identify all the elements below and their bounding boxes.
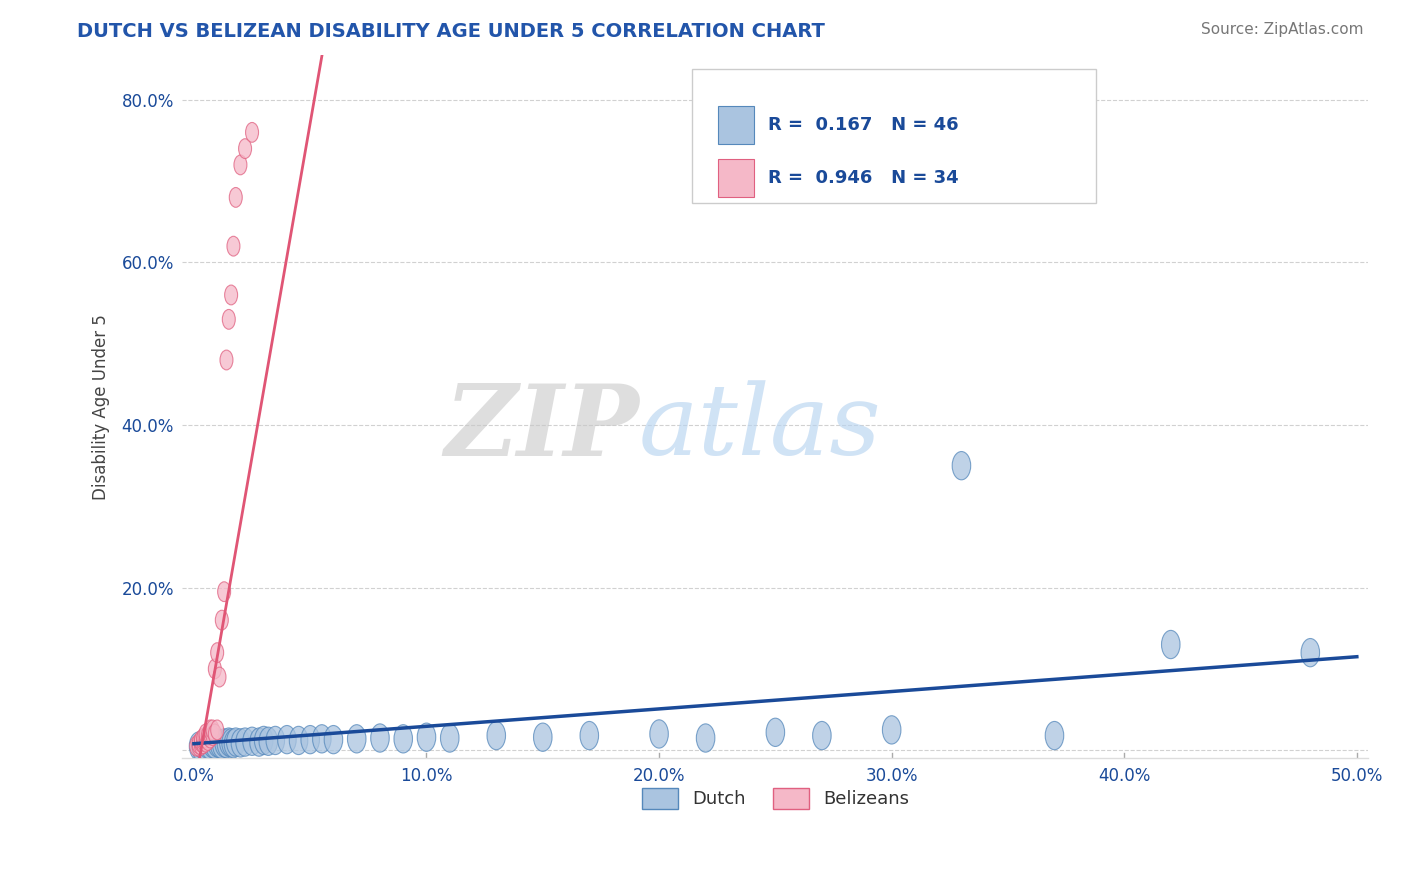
Ellipse shape <box>246 122 259 143</box>
Ellipse shape <box>197 728 209 747</box>
Ellipse shape <box>440 724 458 752</box>
Ellipse shape <box>290 726 308 755</box>
Ellipse shape <box>219 728 238 756</box>
Ellipse shape <box>218 582 231 601</box>
Ellipse shape <box>219 350 233 370</box>
Ellipse shape <box>581 722 599 749</box>
Text: DUTCH VS BELIZEAN DISABILITY AGE UNDER 5 CORRELATION CHART: DUTCH VS BELIZEAN DISABILITY AGE UNDER 5… <box>77 22 825 41</box>
Ellipse shape <box>217 730 236 758</box>
Ellipse shape <box>266 726 284 755</box>
Ellipse shape <box>193 736 205 756</box>
Ellipse shape <box>201 726 214 746</box>
Ellipse shape <box>233 155 247 175</box>
Ellipse shape <box>486 722 506 749</box>
Ellipse shape <box>212 667 226 687</box>
Ellipse shape <box>250 728 269 756</box>
Ellipse shape <box>222 310 235 329</box>
Ellipse shape <box>208 724 221 744</box>
Ellipse shape <box>766 718 785 747</box>
Ellipse shape <box>347 724 366 753</box>
Ellipse shape <box>239 139 252 159</box>
Ellipse shape <box>190 736 202 756</box>
Ellipse shape <box>533 723 553 751</box>
Ellipse shape <box>200 732 212 752</box>
Ellipse shape <box>259 727 277 756</box>
Ellipse shape <box>226 236 240 256</box>
Legend: Dutch, Belizeans: Dutch, Belizeans <box>634 780 917 816</box>
Ellipse shape <box>207 720 219 739</box>
Ellipse shape <box>194 731 207 750</box>
Ellipse shape <box>222 729 240 757</box>
Text: ZIP: ZIP <box>444 380 638 476</box>
Ellipse shape <box>212 731 231 759</box>
Ellipse shape <box>190 732 208 760</box>
Ellipse shape <box>215 729 233 757</box>
Ellipse shape <box>201 731 219 759</box>
Ellipse shape <box>194 731 212 759</box>
Ellipse shape <box>277 725 297 754</box>
Text: atlas: atlas <box>638 380 882 475</box>
Ellipse shape <box>243 727 262 756</box>
Ellipse shape <box>215 610 228 630</box>
Ellipse shape <box>883 715 901 744</box>
Ellipse shape <box>198 731 217 759</box>
Ellipse shape <box>224 730 243 758</box>
Ellipse shape <box>204 730 222 758</box>
Ellipse shape <box>813 722 831 749</box>
Ellipse shape <box>254 726 273 755</box>
FancyBboxPatch shape <box>718 159 754 197</box>
Ellipse shape <box>1301 639 1320 667</box>
Ellipse shape <box>1161 631 1180 658</box>
Ellipse shape <box>1045 722 1064 749</box>
Y-axis label: Disability Age Under 5: Disability Age Under 5 <box>93 314 110 500</box>
Ellipse shape <box>231 729 250 757</box>
Ellipse shape <box>204 724 217 744</box>
Text: R =  0.946   N = 34: R = 0.946 N = 34 <box>768 169 959 186</box>
Ellipse shape <box>201 731 214 750</box>
Ellipse shape <box>194 732 207 752</box>
FancyBboxPatch shape <box>718 106 754 145</box>
Ellipse shape <box>204 720 217 739</box>
Ellipse shape <box>650 720 668 748</box>
Ellipse shape <box>211 730 229 758</box>
Ellipse shape <box>200 728 212 747</box>
Text: Source: ZipAtlas.com: Source: ZipAtlas.com <box>1201 22 1364 37</box>
Ellipse shape <box>394 724 412 753</box>
Ellipse shape <box>696 724 714 752</box>
Ellipse shape <box>301 725 319 754</box>
Ellipse shape <box>952 451 970 480</box>
Ellipse shape <box>191 733 209 761</box>
Ellipse shape <box>325 725 343 754</box>
Ellipse shape <box>205 731 224 759</box>
Ellipse shape <box>193 734 205 754</box>
Ellipse shape <box>208 729 226 757</box>
Ellipse shape <box>197 731 209 750</box>
Ellipse shape <box>226 728 245 756</box>
Ellipse shape <box>225 285 238 305</box>
Ellipse shape <box>194 735 207 756</box>
Ellipse shape <box>418 723 436 751</box>
Ellipse shape <box>236 728 254 756</box>
Ellipse shape <box>197 732 215 760</box>
Ellipse shape <box>208 659 221 679</box>
Text: R =  0.167   N = 46: R = 0.167 N = 46 <box>768 116 959 134</box>
FancyBboxPatch shape <box>692 70 1095 202</box>
Ellipse shape <box>312 724 330 753</box>
Ellipse shape <box>211 643 224 663</box>
Ellipse shape <box>204 728 217 747</box>
Ellipse shape <box>207 726 219 746</box>
Ellipse shape <box>197 734 209 754</box>
Ellipse shape <box>371 724 389 752</box>
Ellipse shape <box>211 720 224 739</box>
Ellipse shape <box>200 724 212 744</box>
Ellipse shape <box>229 187 242 207</box>
